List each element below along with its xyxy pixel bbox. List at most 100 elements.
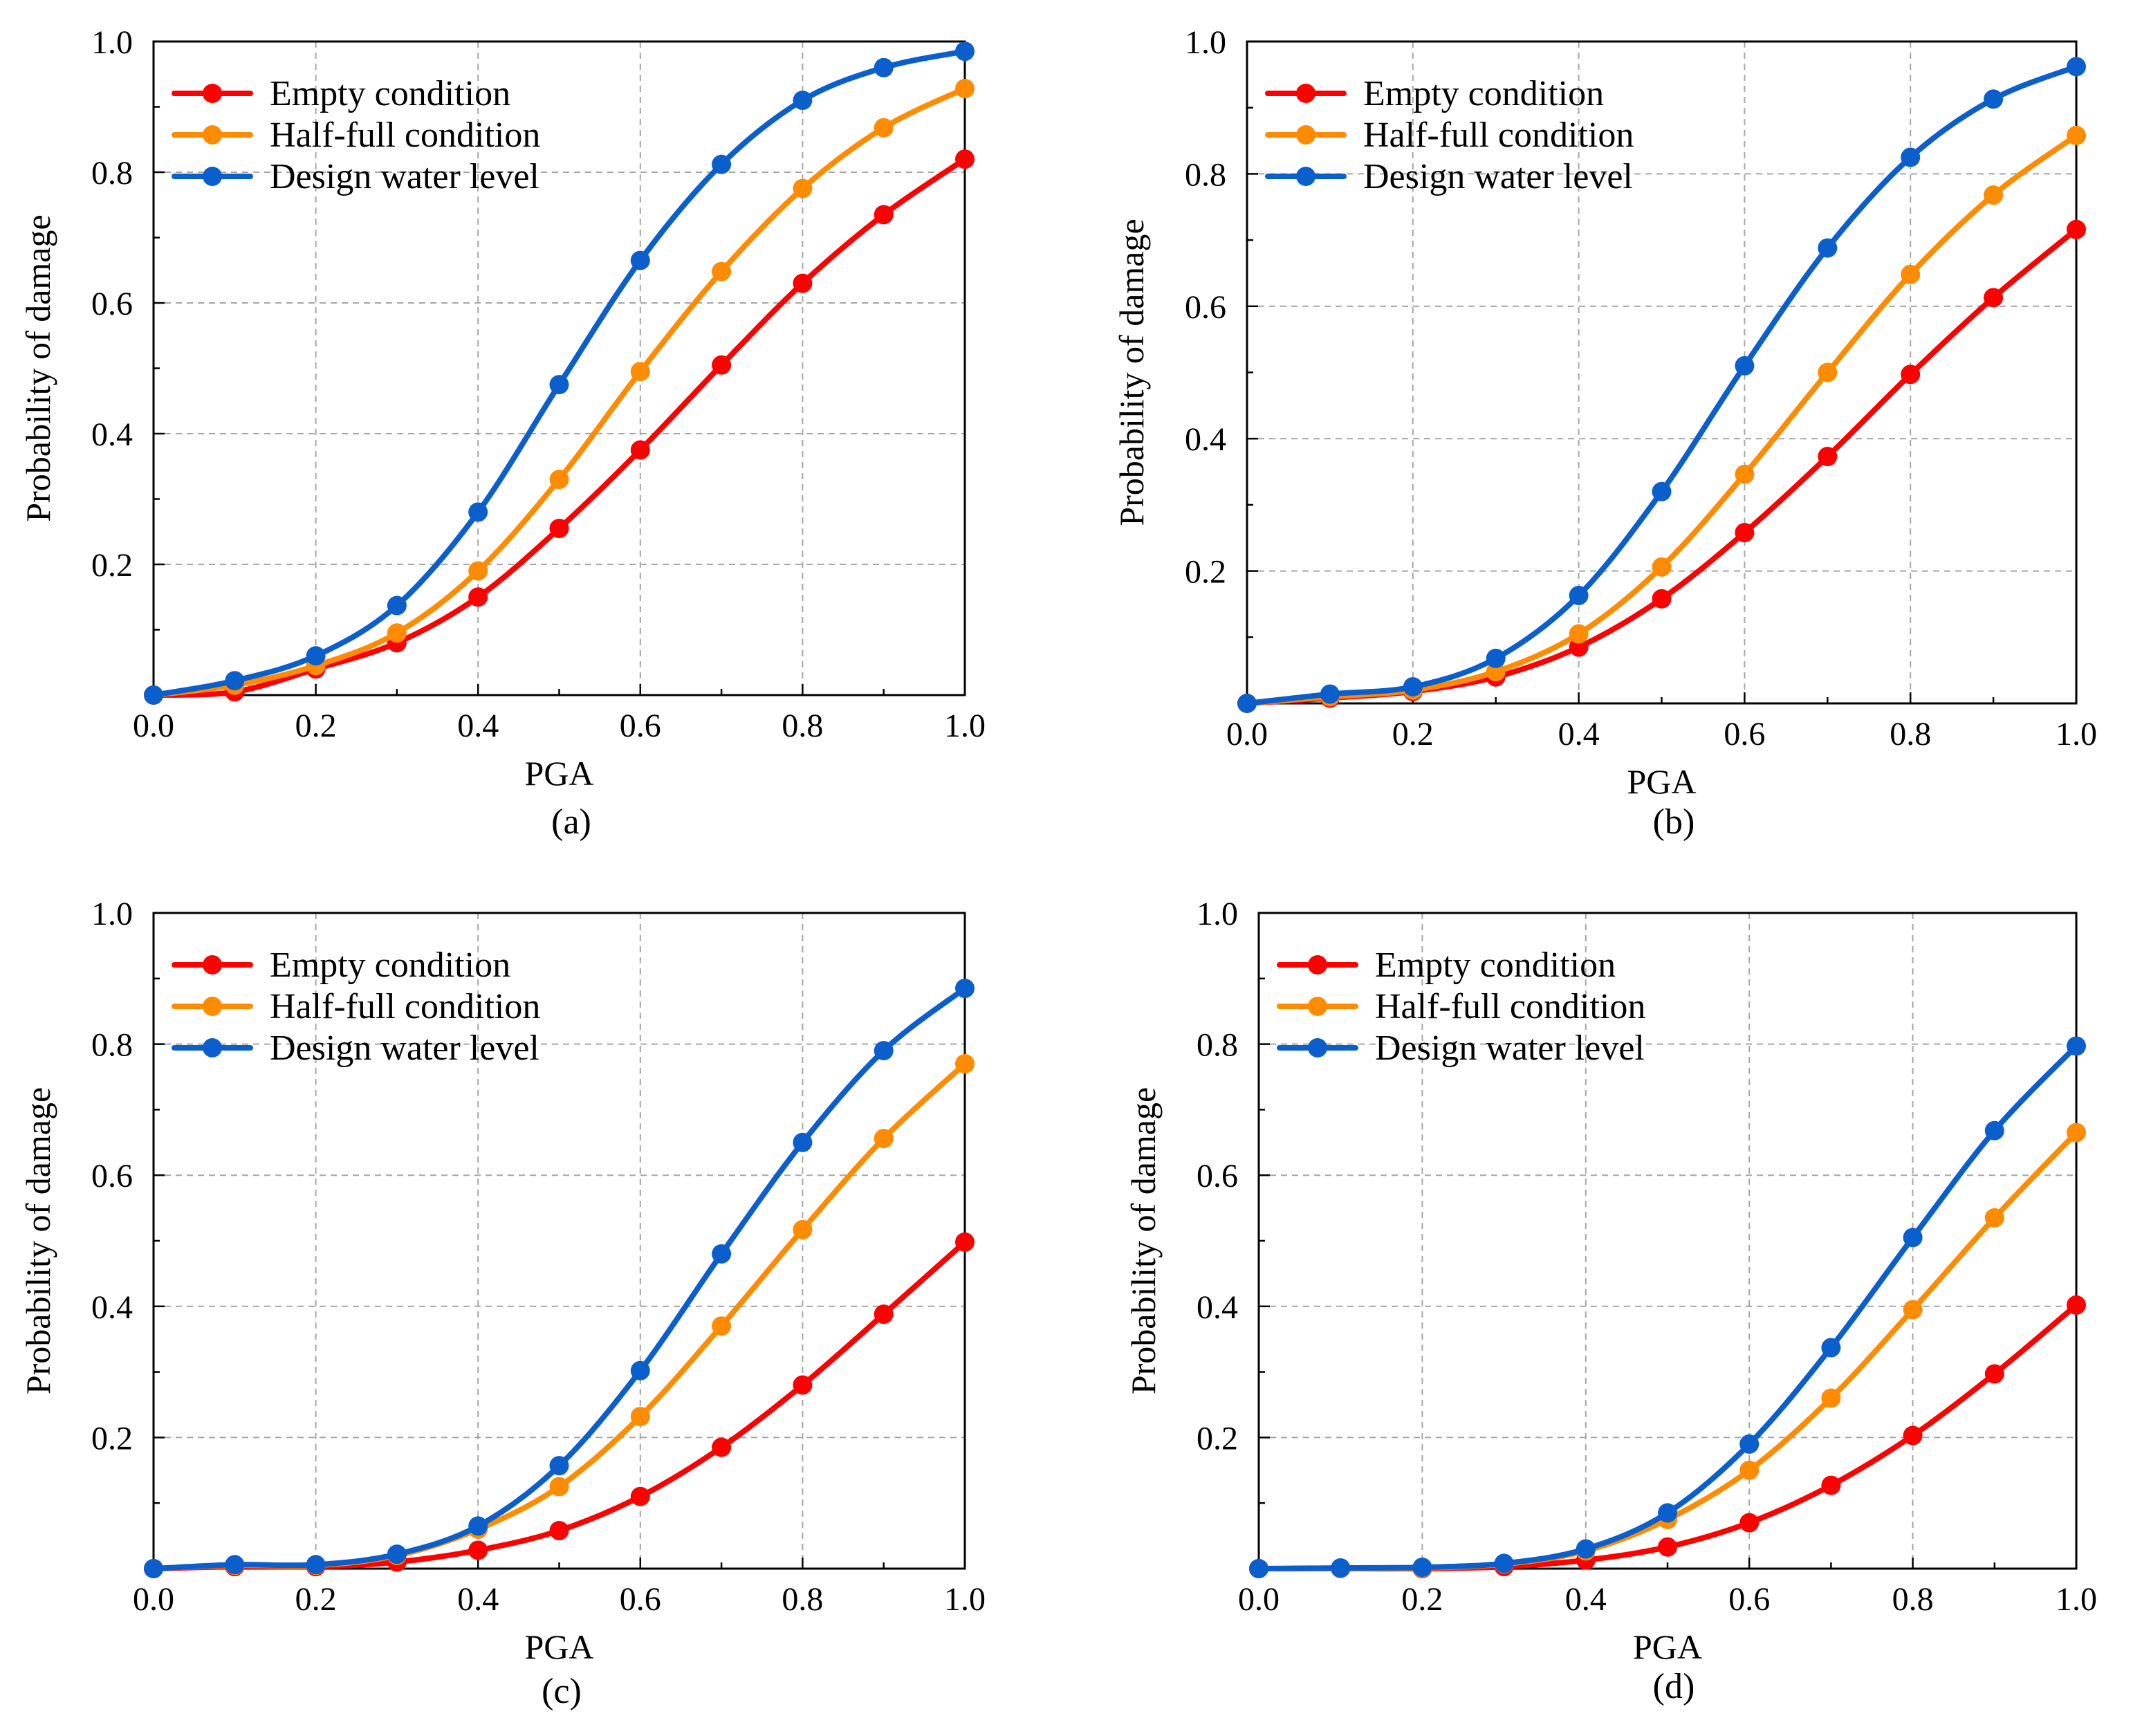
x-tick-label: 1.0	[944, 1581, 986, 1618]
data-point	[468, 587, 488, 607]
data-point	[955, 1054, 975, 1074]
y-tick-label: 1.0	[91, 896, 133, 932]
data-point	[1821, 1388, 1841, 1408]
data-point	[1901, 264, 1921, 284]
data-point	[1901, 364, 1921, 385]
x-tick-label: 0.0	[133, 708, 174, 744]
data-point	[306, 646, 326, 666]
y-tick-label: 1.0	[1197, 896, 1238, 932]
plot-frame	[152, 40, 966, 696]
y-tick-label: 0.2	[1197, 1420, 1238, 1457]
legend-label: Design water level	[270, 1028, 539, 1068]
y-axis-title: Probability of damage	[19, 1087, 57, 1394]
legend-label: Empty condition	[270, 945, 510, 985]
data-point	[955, 41, 975, 62]
y-tick-label: 0.4	[91, 1289, 133, 1326]
data-point	[1818, 362, 1838, 382]
data-point	[712, 355, 732, 375]
legend-label: Empty condition	[1363, 74, 1604, 113]
data-point	[793, 178, 813, 198]
data-point	[1821, 1338, 1841, 1358]
data-point	[874, 205, 894, 225]
data-point	[1984, 288, 2004, 308]
y-axis-title: Probability of damage	[1112, 219, 1151, 526]
data-point	[1735, 523, 1755, 543]
data-point	[1984, 1364, 2004, 1384]
data-point	[1658, 1537, 1677, 1557]
data-point	[2067, 219, 2086, 239]
data-point	[712, 261, 732, 281]
data-point	[1486, 662, 1506, 682]
x-tick-label: 0.6	[620, 1581, 661, 1618]
legend-swatch-marker	[1296, 167, 1315, 186]
y-tick-label: 1.0	[91, 24, 133, 61]
data-point	[1984, 1120, 2004, 1141]
data-point	[2067, 57, 2086, 77]
x-tick-label: 0.6	[1728, 1581, 1770, 1618]
data-point	[712, 1437, 732, 1457]
x-tick-label: 0.2	[1401, 1581, 1443, 1618]
y-tick-label: 0.4	[1185, 421, 1226, 458]
legend-swatch-marker	[203, 955, 222, 975]
y-tick-label: 0.6	[91, 1158, 133, 1194]
legend-label: Design water level	[270, 157, 539, 196]
series-line	[1244, 132, 2079, 706]
x-tick-label: 1.0	[944, 708, 986, 744]
series-design	[144, 979, 975, 1578]
y-tick-label: 0.8	[91, 155, 133, 192]
data-point	[630, 362, 650, 382]
y-tick-label: 0.2	[1185, 554, 1226, 591]
y-tick-label: 0.4	[1197, 1289, 1238, 1326]
data-point	[793, 1219, 813, 1239]
chart-panel-c: 0.0 0.2 0.4 0.6 0.8 1.0 0.2 0.4 0.6 0.8 1.0 PGA Prob…	[19, 896, 986, 1711]
series-empty	[144, 1232, 975, 1578]
legend-label: Design water level	[1375, 1028, 1645, 1068]
data-point	[1652, 557, 1672, 577]
chart-panel-d: 0.0 0.2 0.4 0.6 0.8 1.0 0.2 0.4 0.6 0.8 1.0 PGA Prob…	[1124, 896, 2097, 1706]
y-tick-label: 0.6	[91, 286, 133, 322]
data-point	[1903, 1300, 1923, 1320]
y-tick-label: 0.6	[1197, 1158, 1238, 1194]
grid	[1259, 913, 2076, 1569]
series-line	[1256, 1043, 2079, 1571]
data-point	[955, 79, 975, 99]
data-point	[1818, 238, 1838, 258]
data-point	[144, 685, 163, 705]
series-design	[144, 41, 975, 705]
data-point	[630, 1486, 650, 1506]
x-tick-label: 0.6	[620, 708, 661, 744]
chart-panel-a: 0.0 0.2 0.4 0.6 0.8 1.0 0.2 0.4 0.6 0.8 1.0 PGA Prob…	[19, 24, 986, 842]
y-tick-label: 0.8	[1185, 156, 1226, 193]
data-point	[387, 595, 407, 616]
data-point	[225, 1555, 245, 1575]
grid	[154, 913, 965, 1569]
data-point	[630, 250, 650, 270]
data-point	[1984, 89, 2004, 109]
data-point	[1331, 1558, 1351, 1578]
data-point	[1739, 1460, 1760, 1480]
data-point	[2067, 1295, 2086, 1315]
legend-swatch-marker	[203, 167, 222, 186]
data-point	[468, 561, 488, 581]
data-point	[144, 1559, 163, 1578]
data-point	[468, 502, 488, 522]
y-axis-title: Probability of damage	[1124, 1087, 1163, 1394]
legend-swatch-marker	[1308, 955, 1327, 975]
legend-swatch-marker	[203, 84, 222, 103]
data-point	[1818, 447, 1838, 467]
series-line	[1244, 226, 2079, 706]
x-tick-label: 0.8	[782, 708, 823, 744]
legend-label: Half-full condition	[1375, 987, 1645, 1026]
x-tick-label: 0.6	[1724, 716, 1765, 752]
data-point	[1658, 1503, 1677, 1523]
data-point	[1494, 1553, 1514, 1573]
legend-swatch-marker	[1296, 125, 1315, 145]
data-point	[712, 1316, 732, 1336]
data-point	[955, 1232, 975, 1252]
x-axis-title: PGA	[524, 754, 593, 793]
x-axis-title: PGA	[1627, 762, 1696, 801]
series-line	[151, 1239, 968, 1571]
